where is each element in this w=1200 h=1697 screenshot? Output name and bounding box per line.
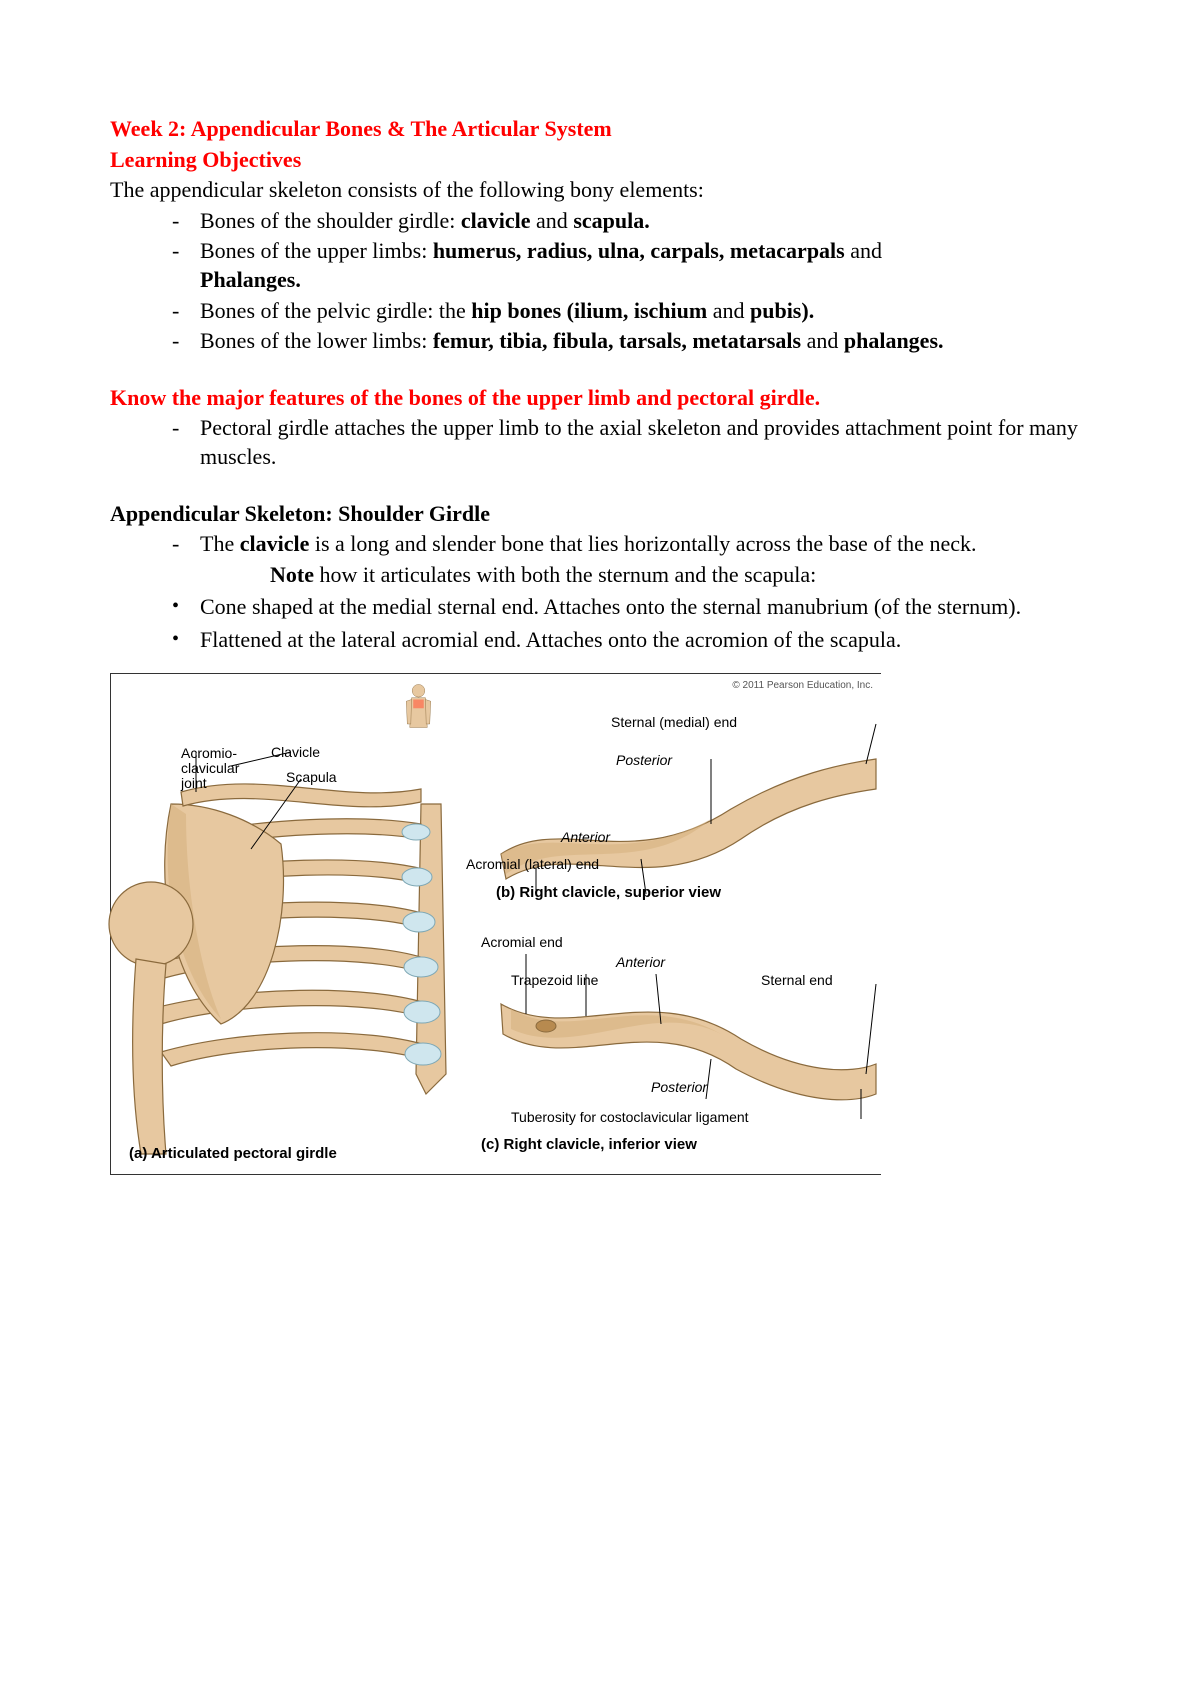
- bone-elements-list: Bones of the shoulder girdle: clavicle a…: [110, 207, 1090, 356]
- label-trapezoid: Trapezoid line: [511, 972, 598, 988]
- label-scapula: Scapula: [286, 769, 337, 785]
- shoulder-heading: Appendicular Skeleton: Shoulder Girdle: [110, 500, 1090, 529]
- bold-text: scapula.: [573, 208, 649, 233]
- title-line-2: Learning Objectives: [110, 146, 1090, 175]
- text: Bones of the upper limbs:: [200, 238, 433, 263]
- caption-b: (b) Right clavicle, superior view: [496, 884, 721, 901]
- text: and: [536, 208, 573, 233]
- label-sternal-end: Sternal end: [761, 972, 833, 988]
- label-posterior-c: Posterior: [651, 1079, 707, 1095]
- bold-text: clavicle: [461, 208, 536, 233]
- text: is a long and slender bone that lies hor…: [309, 531, 976, 556]
- text: and: [850, 238, 882, 263]
- text: Bones of the shoulder girdle:: [200, 208, 461, 233]
- label-sternal-medial: Sternal (medial) end: [611, 714, 737, 730]
- bold-text: clavicle: [240, 531, 310, 556]
- bold-text: humerus, radius, ulna, carpals, metacarp…: [433, 238, 850, 263]
- bold-text: phalanges.: [844, 328, 944, 353]
- list-item: Bones of the pelvic girdle: the hip bone…: [172, 297, 1090, 326]
- label-acromial-lateral: Acromial (lateral) end: [466, 856, 599, 872]
- bold-text: hip bones (ilium, ischium: [471, 298, 712, 323]
- text: and: [807, 328, 844, 353]
- intro-text: The appendicular skeleton consists of th…: [110, 176, 1090, 205]
- title-line-1: Week 2: Appendicular Bones & The Articul…: [110, 115, 1090, 144]
- label-anterior-b: Anterior: [561, 829, 610, 845]
- bold-text: pubis).: [750, 298, 814, 323]
- figure-copyright: © 2011 Pearson Education, Inc.: [732, 680, 873, 691]
- list-item: Bones of the lower limbs: femur, tibia, …: [172, 327, 1090, 356]
- note-line: Note how it articulates with both the st…: [270, 561, 1090, 590]
- label-acromioclavicular: Acromio-clavicularjoint: [181, 746, 239, 792]
- list-item: Bones of the shoulder girdle: clavicle a…: [172, 207, 1090, 236]
- pectoral-note-list: Pectoral girdle attaches the upper limb …: [110, 414, 1090, 471]
- text: Bones of the pelvic girdle: the: [200, 298, 471, 323]
- list-item: Cone shaped at the medial sternal end. A…: [172, 593, 1090, 622]
- label-tuberosity: Tuberosity for costoclavicular ligament: [511, 1109, 749, 1125]
- bold-text: femur, tibia, fibula, tarsals, metatarsa…: [433, 328, 807, 353]
- text: The: [200, 531, 240, 556]
- list-item: Flattened at the lateral acromial end. A…: [172, 626, 1090, 655]
- list-item: Bones of the upper limbs: humerus, radiu…: [172, 237, 1090, 294]
- label-anterior-c: Anterior: [616, 954, 665, 970]
- text: Bones of the lower limbs:: [200, 328, 433, 353]
- list-item: The clavicle is a long and slender bone …: [172, 530, 1090, 559]
- label-clavicle: Clavicle: [271, 744, 320, 760]
- text: and: [713, 298, 750, 323]
- bold-text: Phalanges.: [200, 267, 301, 292]
- clavicle-list: The clavicle is a long and slender bone …: [110, 530, 1090, 559]
- label-posterior-b: Posterior: [616, 752, 672, 768]
- know-heading: Know the major features of the bones of …: [110, 384, 1090, 413]
- pectoral-girdle-figure: © 2011 Pearson Education, Inc.: [110, 673, 881, 1175]
- text: how it articulates with both the sternum…: [314, 562, 816, 587]
- list-item: Pectoral girdle attaches the upper limb …: [172, 414, 1090, 471]
- caption-c: (c) Right clavicle, inferior view: [481, 1136, 697, 1153]
- caption-a: (a) Articulated pectoral girdle: [129, 1145, 337, 1162]
- articulation-list: Cone shaped at the medial sternal end. A…: [110, 593, 1090, 654]
- bold-text: Note: [270, 562, 314, 587]
- label-acromial-end: Acromial end: [481, 934, 563, 950]
